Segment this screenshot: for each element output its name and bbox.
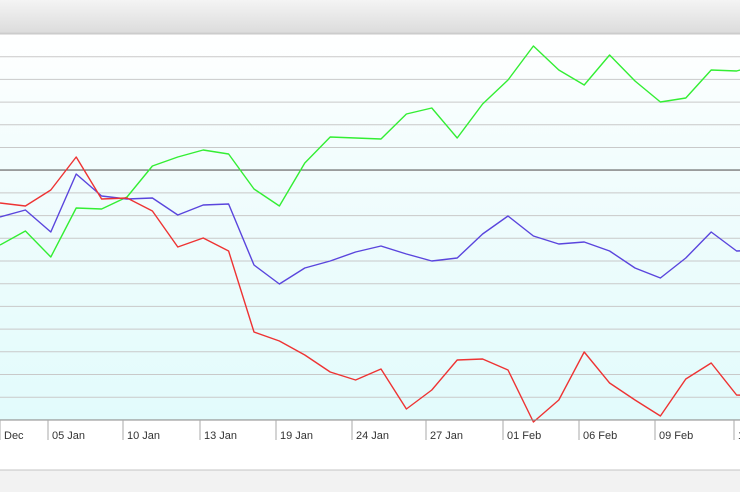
x-tick-label: 24 Jan <box>356 430 389 442</box>
x-tick-label: 06 Feb <box>583 430 617 442</box>
x-tick-label: 09 Feb <box>659 430 693 442</box>
series-line-3 <box>0 156 740 423</box>
x-tick-label: 19 Jan <box>280 430 313 442</box>
x-tick-label: 01 Feb <box>507 430 541 442</box>
chart-header-bar <box>0 0 740 33</box>
series-line-1 <box>0 45 740 258</box>
x-tick-label: 10 Jan <box>127 430 160 442</box>
plot-area <box>0 34 740 420</box>
series-layer <box>0 45 740 423</box>
series-line-2 <box>0 173 740 285</box>
chart-footer-bar <box>0 470 740 492</box>
x-tick-label: 27 Jan <box>430 430 463 442</box>
x-tick-label: Dec <box>4 430 24 442</box>
x-tick-label: 1 <box>738 430 740 442</box>
x-tick-label: 13 Jan <box>204 430 237 442</box>
x-axis: Dec 05 Jan 10 Jan 13 Jan 19 Jan 24 Jan 27 Jan 0… <box>0 419 740 442</box>
x-tick-label: 05 Jan <box>52 430 85 442</box>
